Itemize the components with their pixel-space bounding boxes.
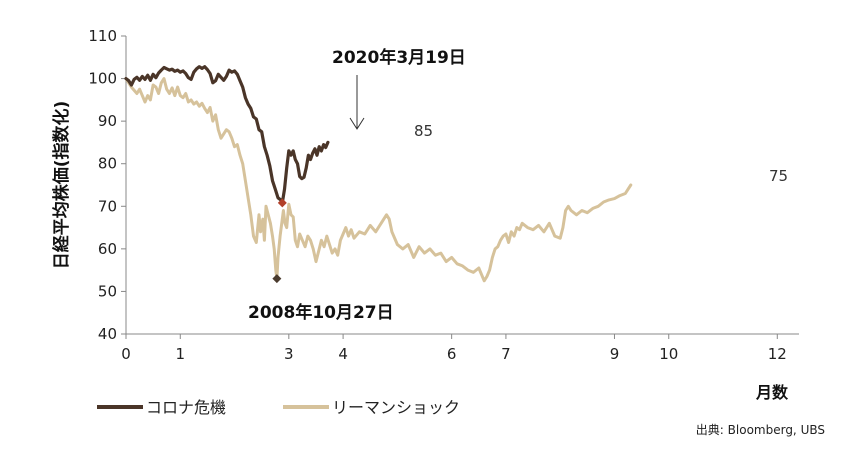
y-tick-label: 50 <box>98 282 117 300</box>
legend-label-corona: コロナ危機 <box>146 398 226 417</box>
legend-label-lehman: リーマンショック <box>332 398 460 417</box>
x-tick-label: 0 <box>121 345 131 363</box>
x-tick-label: 6 <box>447 345 457 363</box>
end-label-lehman: 75 <box>769 167 788 185</box>
y-tick-label: 40 <box>98 325 117 343</box>
axes: 40 50 60 70 80 90 100 110 0 1 3 4 6 7 9 10 12 <box>88 27 799 363</box>
annotation-marker-0 <box>277 198 287 208</box>
x-tick-label: 1 <box>176 345 186 363</box>
annotation-2020-label: 2020年3月19日 <box>332 47 466 68</box>
annotation-2008-label: 2008年10月27日 <box>248 302 394 323</box>
y-tick-label: 70 <box>98 197 117 215</box>
legend: コロナ危機 リーマンショック <box>97 398 460 417</box>
series-line-corona <box>124 65 330 205</box>
source-note: 出典: Bloomberg, UBS <box>696 423 825 437</box>
x-tick-label: 7 <box>501 345 511 363</box>
y-tick-label: 80 <box>98 155 117 173</box>
x-tick-label: 9 <box>610 345 620 363</box>
series-layer <box>124 65 633 284</box>
y-tick-label: 110 <box>88 27 117 45</box>
end-label-corona: 85 <box>414 122 433 140</box>
x-tick-label: 10 <box>659 345 678 363</box>
series-line-lehman <box>124 77 633 283</box>
x-tick-label: 3 <box>284 345 294 363</box>
x-tick-label: 4 <box>338 345 348 363</box>
annotation-2020-arrowhead <box>349 117 365 130</box>
x-tick-label: 12 <box>768 345 787 363</box>
y-tick-label: 90 <box>98 112 117 130</box>
annotation-marker-1 <box>272 274 282 284</box>
y-axis-label: 日経平均株価(指数化) <box>51 101 72 270</box>
y-tick-label: 60 <box>98 240 117 258</box>
y-tick-label: 100 <box>88 70 117 88</box>
x-axis-label: 月数 <box>755 383 789 402</box>
